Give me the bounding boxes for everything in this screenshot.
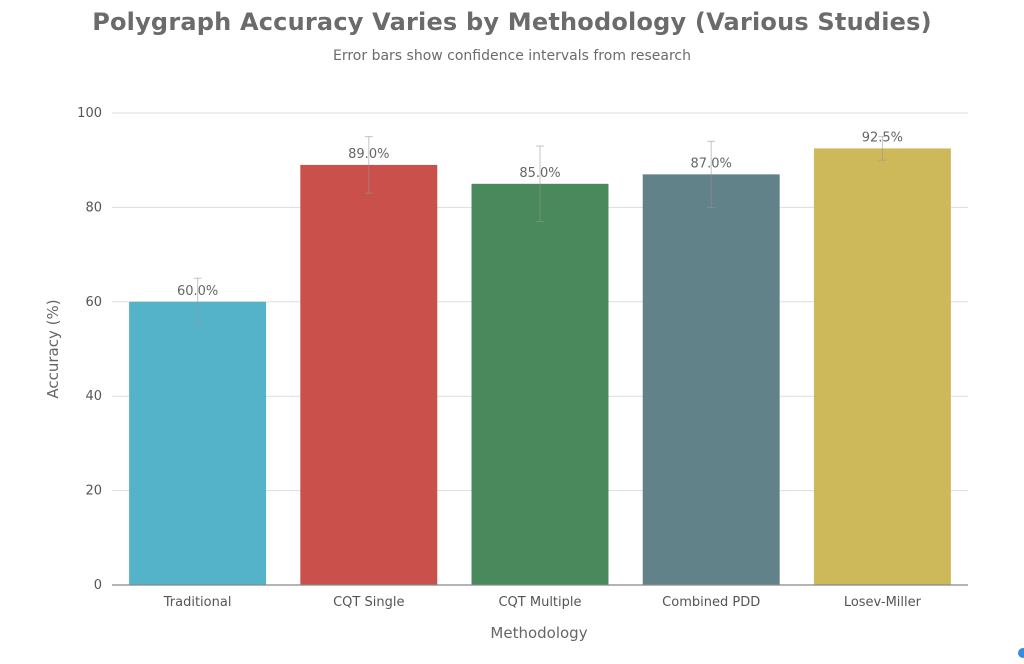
x-axis-title: Methodology [490,624,587,642]
y-tick-label: 20 [85,484,102,499]
chart-title: Polygraph Accuracy Varies by Methodology… [92,8,932,36]
bar-value-label: 92.5% [862,130,903,145]
y-tick-label: 80 [85,200,102,215]
bar-combined-pdd[interactable] [642,174,780,586]
x-tick-label: Losev-Miller [844,595,922,610]
bar-value-label: 89.0% [348,147,389,162]
bar-value-label: 60.0% [177,284,218,299]
x-tick-label: CQT Single [333,595,404,610]
y-tick-label: 40 [85,389,102,404]
y-tick-label: 100 [77,106,102,121]
y-tick-labels: 0 20 40 60 80 100 [77,106,102,593]
bar-cqt-single[interactable] [300,164,438,586]
x-tick-label: CQT Multiple [498,595,581,610]
y-tick-label: 60 [85,295,102,310]
chart-subtitle: Error bars show confidence intervals fro… [333,48,691,64]
bar-traditional[interactable] [129,301,267,585]
bar-cqt-multiple[interactable] [471,183,609,586]
error-bars [193,136,887,326]
corner-indicator-dot [1018,648,1024,658]
bar-value-label: 87.0% [691,156,732,171]
bar-losev-miller[interactable] [813,148,951,585]
bars [129,148,951,586]
x-tick-label: Traditional [163,595,232,610]
bar-value-label: 85.0% [519,166,560,181]
y-tick-label: 0 [94,578,102,593]
data-labels: 60.0% 89.0% 85.0% 87.0% 92.5% [177,130,903,298]
x-tick-labels: Traditional CQT Single CQT Multiple Combine… [163,595,922,610]
x-tick-label: Combined PDD [662,595,760,610]
y-axis-title: Accuracy (%) [44,299,62,398]
